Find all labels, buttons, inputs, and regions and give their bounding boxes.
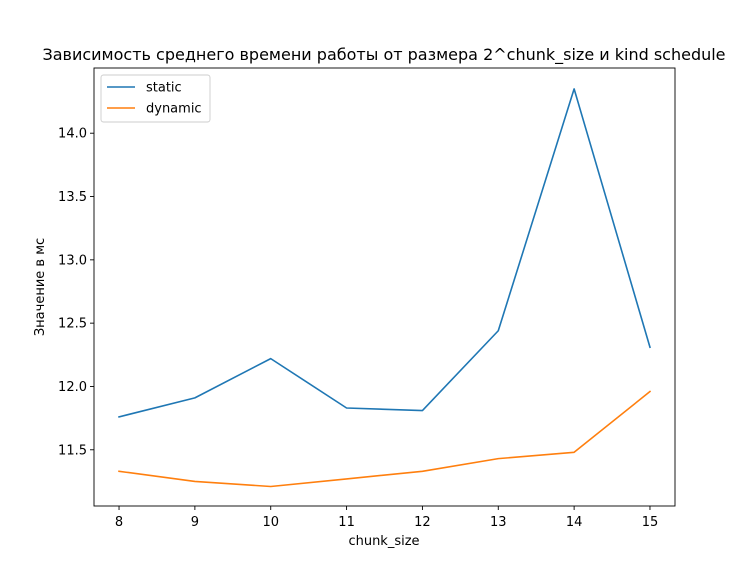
series-line-static (118, 88, 651, 418)
x-tick-label: 14 (566, 515, 583, 530)
y-tick-label: 14.0 (58, 127, 87, 142)
x-axis-label: chunk_size (348, 534, 419, 549)
series-line-dynamic (118, 390, 652, 488)
axes-frame (93, 67, 676, 507)
x-tick-label: 8 (115, 515, 123, 530)
plot-area: 8 9 10 11 12 13 14 15 11.5 12.0 12.5 13.0 13.5 14.0 st… (58, 67, 676, 530)
legend-label-static: static (146, 81, 182, 96)
y-tick-label: 13.5 (58, 190, 87, 205)
y-axis-label: Значение в мс (33, 238, 48, 336)
y-tick-label: 12.0 (58, 380, 87, 395)
x-tick-label: 10 (262, 515, 279, 530)
chart-title: Зависимость среднего времени работы от р… (42, 45, 725, 65)
x-tick-label: 15 (642, 515, 659, 530)
legend-label-dynamic: dynamic (146, 102, 202, 117)
x-tick-label: 12 (414, 515, 431, 530)
y-tick-label: 12.5 (58, 317, 87, 332)
y-tick-label: 11.5 (58, 443, 87, 458)
y-tick-label: 13.0 (58, 253, 87, 268)
x-tick-label: 9 (191, 515, 199, 530)
x-tick-label: 11 (338, 515, 355, 530)
x-tick-label: 13 (490, 515, 507, 530)
